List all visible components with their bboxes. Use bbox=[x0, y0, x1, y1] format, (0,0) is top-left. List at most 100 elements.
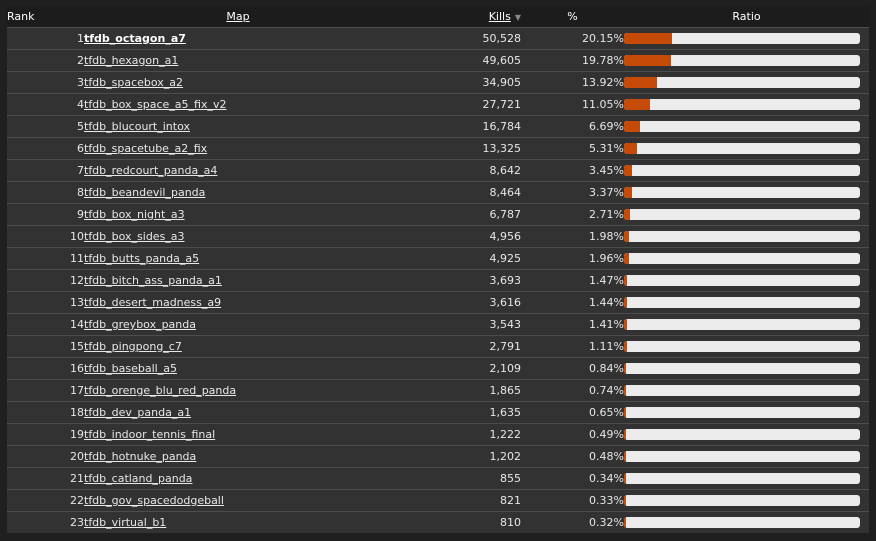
table-header-row: Rank Map Kills ▼ % Ratio bbox=[7, 6, 869, 28]
kills-cell: 3,616 bbox=[392, 291, 521, 314]
ratio-cell bbox=[624, 137, 869, 160]
map-link[interactable]: tfdb_hotnuke_panda bbox=[84, 450, 197, 463]
percent-cell: 1.11% bbox=[521, 335, 624, 358]
kills-cell: 4,956 bbox=[392, 225, 521, 248]
ratio-cell bbox=[624, 379, 869, 402]
table-row: 2 tfdb_hexagon_a1 49,605 19.78% bbox=[7, 49, 869, 72]
rank-cell: 8 bbox=[7, 181, 84, 204]
ratio-bar-fill bbox=[624, 77, 657, 88]
ratio-column-header: Ratio bbox=[624, 6, 869, 28]
percent-cell: 3.45% bbox=[521, 159, 624, 182]
ratio-bar-track bbox=[624, 407, 860, 418]
kills-cell: 2,109 bbox=[392, 357, 521, 380]
ratio-cell bbox=[624, 27, 869, 50]
ratio-bar-fill bbox=[624, 121, 640, 132]
ratio-bar-track bbox=[624, 33, 860, 44]
table-row: 12 tfdb_bitch_ass_panda_a1 3,693 1.47% bbox=[7, 269, 869, 292]
map-link[interactable]: tfdb_box_sides_a3 bbox=[84, 230, 185, 243]
map-cell: tfdb_butts_panda_a5 bbox=[84, 247, 392, 270]
ratio-bar-track bbox=[624, 517, 860, 528]
ratio-bar-track bbox=[624, 319, 860, 330]
table-row: 10 tfdb_box_sides_a3 4,956 1.98% bbox=[7, 225, 869, 248]
ratio-bar-track bbox=[624, 121, 860, 132]
map-sort-link[interactable]: Map bbox=[226, 10, 250, 23]
map-link[interactable]: tfdb_bitch_ass_panda_a1 bbox=[84, 274, 222, 287]
rank-cell: 6 bbox=[7, 137, 84, 160]
ratio-cell bbox=[624, 423, 869, 446]
map-cell: tfdb_dev_panda_a1 bbox=[84, 401, 392, 424]
ratio-bar-fill bbox=[624, 495, 626, 506]
ratio-bar-track bbox=[624, 99, 860, 110]
table-row: 1 tfdb_octagon_a7 50,528 20.15% bbox=[7, 27, 869, 50]
map-link[interactable]: tfdb_spacebox_a2 bbox=[84, 76, 184, 89]
percent-cell: 0.48% bbox=[521, 445, 624, 468]
ratio-bar-track bbox=[624, 473, 860, 484]
map-link[interactable]: tfdb_hexagon_a1 bbox=[84, 54, 179, 67]
map-link[interactable]: tfdb_desert_madness_a9 bbox=[84, 296, 222, 309]
kills-cell: 49,605 bbox=[392, 49, 521, 72]
table-row: 13 tfdb_desert_madness_a9 3,616 1.44% bbox=[7, 291, 869, 314]
map-link[interactable]: tfdb_indoor_tennis_final bbox=[84, 428, 216, 441]
map-link[interactable]: tfdb_orenge_blu_red_panda bbox=[84, 384, 237, 397]
kills-cell: 1,202 bbox=[392, 445, 521, 468]
kills-cell: 6,787 bbox=[392, 203, 521, 226]
map-link[interactable]: tfdb_butts_panda_a5 bbox=[84, 252, 200, 265]
map-link[interactable]: tfdb_baseball_a5 bbox=[84, 362, 177, 375]
ratio-bar-track bbox=[624, 275, 860, 286]
ratio-bar-track bbox=[624, 187, 860, 198]
kills-cell: 4,925 bbox=[392, 247, 521, 270]
percent-cell: 0.49% bbox=[521, 423, 624, 446]
map-cell: tfdb_spacetube_a2_fix bbox=[84, 137, 392, 160]
map-link[interactable]: tfdb_gov_spacedodgeball bbox=[84, 494, 224, 507]
percent-cell: 0.32% bbox=[521, 511, 624, 533]
map-cell: tfdb_virtual_b1 bbox=[84, 511, 392, 533]
kills-column-header[interactable]: Kills ▼ bbox=[392, 6, 521, 28]
kills-cell: 3,693 bbox=[392, 269, 521, 292]
ratio-cell bbox=[624, 445, 869, 468]
kills-cell: 34,905 bbox=[392, 71, 521, 94]
kills-cell: 50,528 bbox=[392, 27, 521, 50]
map-link[interactable]: tfdb_greybox_panda bbox=[84, 318, 196, 331]
kills-sort-link[interactable]: Kills bbox=[488, 10, 511, 23]
ratio-cell bbox=[624, 247, 869, 270]
rank-cell: 5 bbox=[7, 115, 84, 138]
map-cell: tfdb_hotnuke_panda bbox=[84, 445, 392, 468]
kills-cell: 1,222 bbox=[392, 423, 521, 446]
ratio-bar-fill bbox=[624, 165, 632, 176]
map-link[interactable]: tfdb_box_night_a3 bbox=[84, 208, 185, 221]
map-link[interactable]: tfdb_beandevil_panda bbox=[84, 186, 206, 199]
table-row: 18 tfdb_dev_panda_a1 1,635 0.65% bbox=[7, 401, 869, 424]
map-link[interactable]: tfdb_blucourt_intox bbox=[84, 120, 190, 133]
map-link[interactable]: tfdb_dev_panda_a1 bbox=[84, 406, 192, 419]
rank-cell: 2 bbox=[7, 49, 84, 72]
map-cell: tfdb_spacebox_a2 bbox=[84, 71, 392, 94]
percent-cell: 0.84% bbox=[521, 357, 624, 380]
map-cell: tfdb_baseball_a5 bbox=[84, 357, 392, 380]
map-link[interactable]: tfdb_virtual_b1 bbox=[84, 516, 167, 529]
map-cell: tfdb_octagon_a7 bbox=[84, 27, 392, 50]
kills-cell: 3,543 bbox=[392, 313, 521, 336]
ratio-cell bbox=[624, 313, 869, 336]
ratio-bar-fill bbox=[624, 319, 627, 330]
table-row: 7 tfdb_redcourt_panda_a4 8,642 3.45% bbox=[7, 159, 869, 182]
map-link[interactable]: tfdb_pingpong_c7 bbox=[84, 340, 182, 353]
map-link[interactable]: tfdb_redcourt_panda_a4 bbox=[84, 164, 218, 177]
map-link[interactable]: tfdb_octagon_a7 bbox=[84, 32, 186, 45]
table-row: 21 tfdb_catland_panda 855 0.34% bbox=[7, 467, 869, 490]
ratio-bar-fill bbox=[624, 341, 627, 352]
kills-cell: 8,464 bbox=[392, 181, 521, 204]
table-row: 3 tfdb_spacebox_a2 34,905 13.92% bbox=[7, 71, 869, 94]
map-column-header[interactable]: Map bbox=[84, 6, 392, 28]
map-cell: tfdb_box_space_a5_fix_v2 bbox=[84, 93, 392, 116]
rank-cell: 12 bbox=[7, 269, 84, 292]
ratio-bar-track bbox=[624, 231, 860, 242]
map-link[interactable]: tfdb_spacetube_a2_fix bbox=[84, 142, 208, 155]
ratio-bar-track bbox=[624, 143, 860, 154]
rank-cell: 19 bbox=[7, 423, 84, 446]
ratio-cell bbox=[624, 49, 869, 72]
map-link[interactable]: tfdb_catland_panda bbox=[84, 472, 193, 485]
map-cell: tfdb_blucourt_intox bbox=[84, 115, 392, 138]
ratio-cell bbox=[624, 269, 869, 292]
map-link[interactable]: tfdb_box_space_a5_fix_v2 bbox=[84, 98, 227, 111]
